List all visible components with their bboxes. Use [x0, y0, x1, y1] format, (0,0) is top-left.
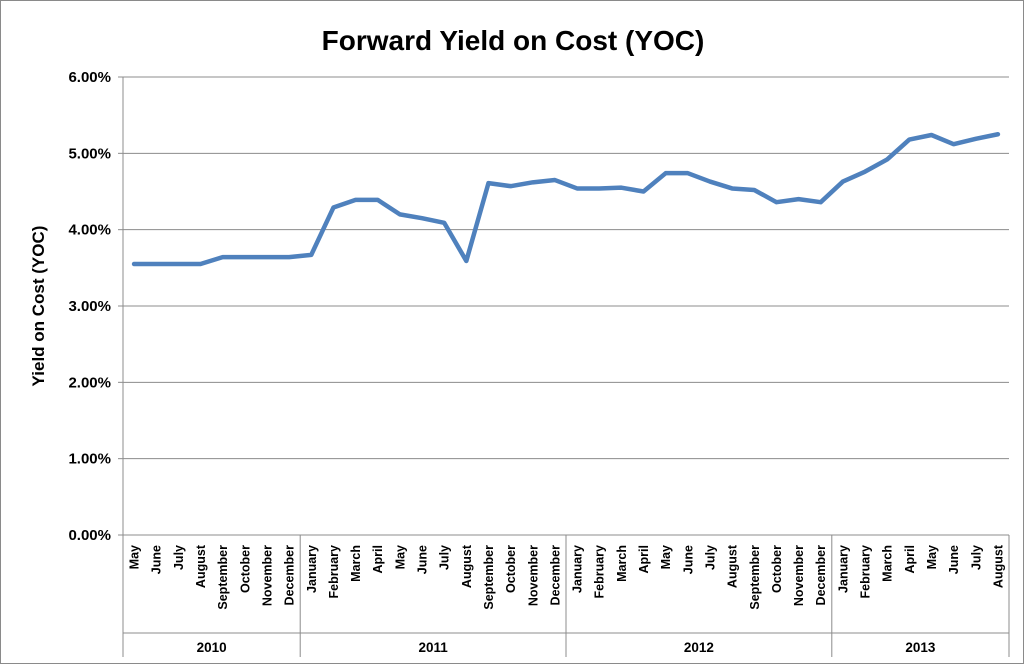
x-tick-label: October — [770, 545, 784, 593]
x-tick-label: July — [969, 545, 983, 570]
y-tick-label: 1.00% — [68, 451, 111, 468]
x-tick-label: March — [615, 545, 629, 582]
x-tick-label: August — [726, 544, 740, 588]
x-tick-label: January — [305, 545, 319, 593]
x-tick-label: February — [859, 545, 873, 599]
x-tick-label: June — [416, 545, 430, 574]
y-axis-label: Yield on Cost (YOC) — [29, 226, 48, 387]
x-tick-label: February — [593, 545, 607, 599]
gridlines — [123, 77, 1009, 459]
x-tick-label: December — [548, 545, 562, 606]
x-tick-label: July — [172, 545, 186, 570]
x-tick-label: August — [460, 544, 474, 588]
x-tick-label: June — [681, 545, 695, 574]
y-tick-label: 3.00% — [68, 298, 111, 315]
y-tick-label: 6.00% — [68, 69, 111, 86]
x-tick-label: December — [283, 545, 297, 606]
x-tick-label: February — [327, 545, 341, 599]
x-tick-label: September — [216, 545, 230, 610]
y-tick-label: 4.00% — [68, 222, 111, 239]
x-tick-label: November — [526, 545, 540, 606]
y-tick-label: 2.00% — [68, 374, 111, 391]
x-tick-label: April — [371, 545, 385, 573]
y-tick-labels: 0.00% 1.00% 2.00% 3.00% 4.00% 5.00% 6.00% — [68, 69, 111, 544]
x-tick-label: September — [482, 545, 496, 610]
x-tick-label: July — [438, 545, 452, 570]
x-tick-label: January — [571, 545, 585, 593]
year-label: 2011 — [418, 640, 448, 655]
y-tick-label: 0.00% — [68, 527, 111, 544]
x-tick-label: April — [637, 545, 651, 573]
x-tick-label: July — [703, 545, 717, 570]
x-tick-label: April — [903, 545, 917, 573]
x-tick-label: March — [881, 545, 895, 582]
x-tick-label: November — [792, 545, 806, 606]
x-tick-label: August — [991, 544, 1005, 588]
x-tick-label: June — [150, 545, 164, 574]
x-tick-label: October — [238, 545, 252, 593]
year-label: 2013 — [905, 640, 936, 655]
x-tick-label: November — [260, 545, 274, 606]
x-tick-label: September — [748, 545, 762, 610]
x-tick-label: January — [836, 545, 850, 593]
year-label: 2010 — [197, 640, 227, 655]
x-tick-label: December — [814, 545, 828, 606]
y-tick-label: 5.00% — [68, 145, 111, 162]
x-tick-label: August — [194, 544, 208, 588]
x-tick-label: May — [925, 545, 939, 569]
x-tick-label: October — [504, 545, 518, 593]
year-label: 2012 — [684, 640, 714, 655]
x-tick-label: March — [349, 545, 363, 582]
chart-title: Forward Yield on Cost (YOC) — [322, 25, 705, 56]
x-tick-label: May — [659, 545, 673, 569]
x-tick-label: May — [393, 545, 407, 569]
x-tick-label: June — [947, 545, 961, 574]
x-tick-label: May — [128, 545, 142, 569]
